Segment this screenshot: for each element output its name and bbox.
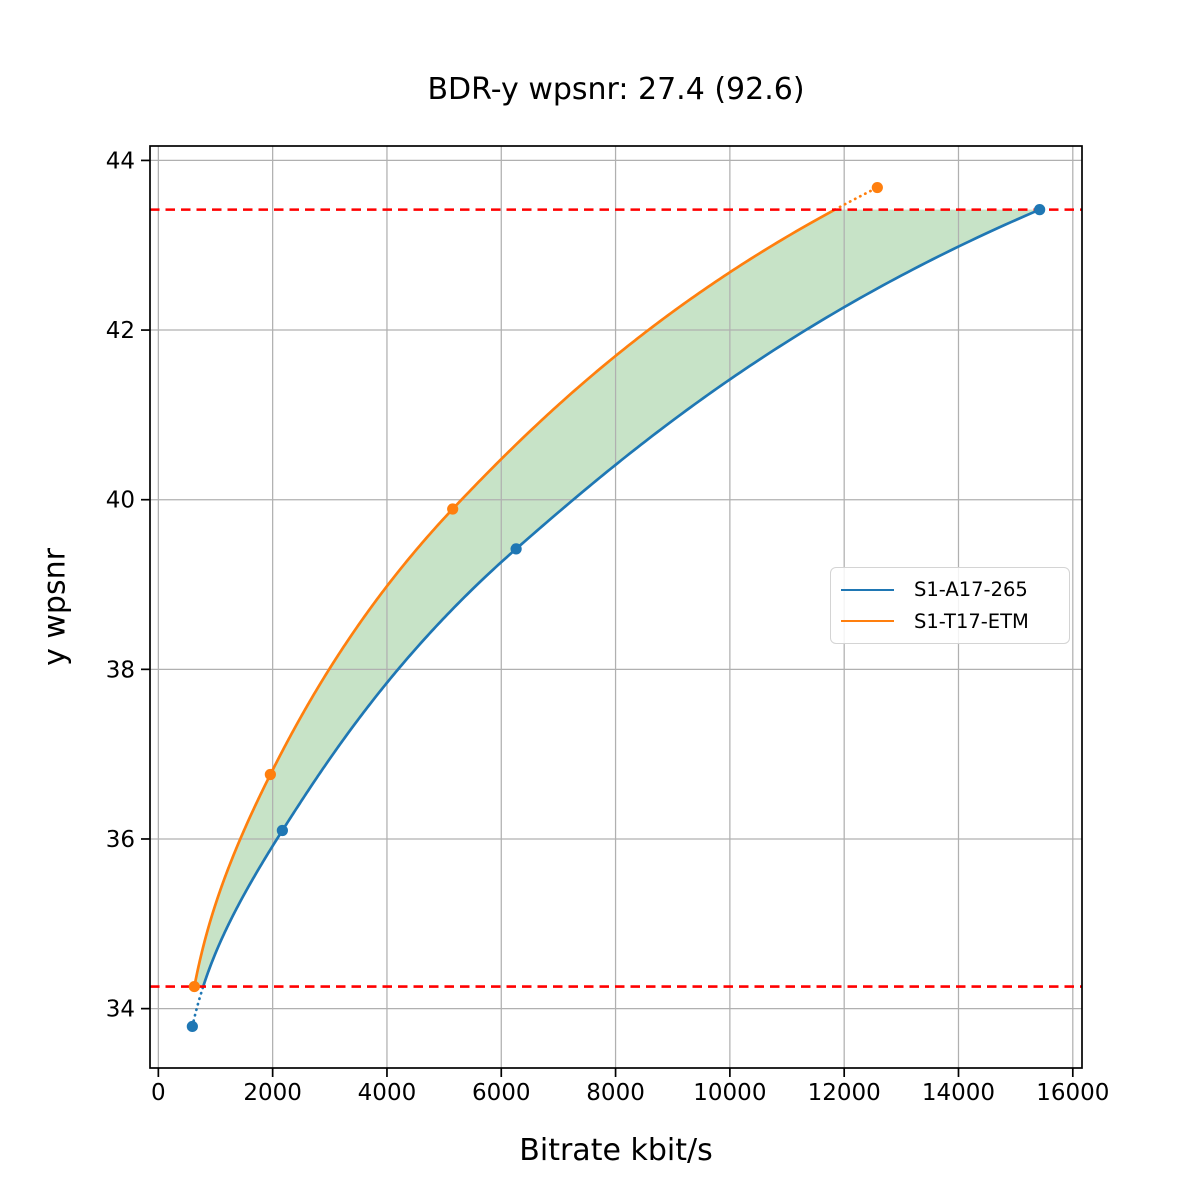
y-tick-label: 42 <box>106 318 135 344</box>
legend: S1-A17-265 S1-T17-ETM <box>830 567 1070 644</box>
y-tick-label: 34 <box>106 997 135 1023</box>
rd-curve-s1-t17-etm <box>193 208 836 987</box>
data-point-s1-t17-etm <box>447 503 459 515</box>
data-point-s1-a17-265 <box>276 824 288 837</box>
x-tick-label: 8000 <box>586 1080 645 1106</box>
y-axis-label: y wpsnr <box>37 548 73 666</box>
chart-title: BDR-y wpsnr: 27.4 (92.6) <box>427 72 805 107</box>
data-point-s1-t17-etm <box>871 181 883 194</box>
rd-curve-s1-a17-265 <box>201 208 1041 988</box>
x-tick-label: 0 <box>151 1080 166 1106</box>
x-tick-label: 2000 <box>243 1080 302 1106</box>
fill-between-region <box>194 209 1040 987</box>
x-axis-label: Bitrate kbit/s <box>519 1133 713 1168</box>
y-tick-label: 44 <box>106 148 135 174</box>
data-point-s1-a17-265 <box>1034 204 1046 216</box>
data-point-s1-t17-etm <box>264 768 276 781</box>
x-tick-label: 4000 <box>358 1080 417 1106</box>
x-tick-label: 6000 <box>472 1080 531 1106</box>
y-tick-label: 40 <box>106 488 135 514</box>
legend-line-sample-icon <box>841 588 894 591</box>
y-tick-label: 38 <box>106 657 135 683</box>
legend-label: S1-A17-265 <box>914 578 1028 602</box>
rd-curve-extrapolated-s1-t17-etm <box>833 186 879 211</box>
x-tick-label: 16000 <box>1036 1080 1109 1106</box>
legend-line-sample-icon <box>841 620 894 623</box>
x-tick-label: 12000 <box>808 1080 881 1106</box>
data-point-s1-a17-265 <box>186 1020 198 1033</box>
data-point-s1-t17-etm <box>188 980 200 993</box>
y-tick-label: 36 <box>106 827 135 853</box>
legend-label: S1-T17-ETM <box>914 609 1029 633</box>
x-tick-label: 10000 <box>693 1080 766 1106</box>
legend-entry-s1-a17-265: S1-A17-265 <box>841 578 1059 601</box>
legend-entry-s1-t17-etm: S1-T17-ETM <box>841 610 1059 633</box>
x-tick-label: 14000 <box>922 1080 995 1106</box>
rd-curve-extrapolated-s1-a17-265 <box>191 985 205 1028</box>
data-point-s1-a17-265 <box>510 543 522 555</box>
